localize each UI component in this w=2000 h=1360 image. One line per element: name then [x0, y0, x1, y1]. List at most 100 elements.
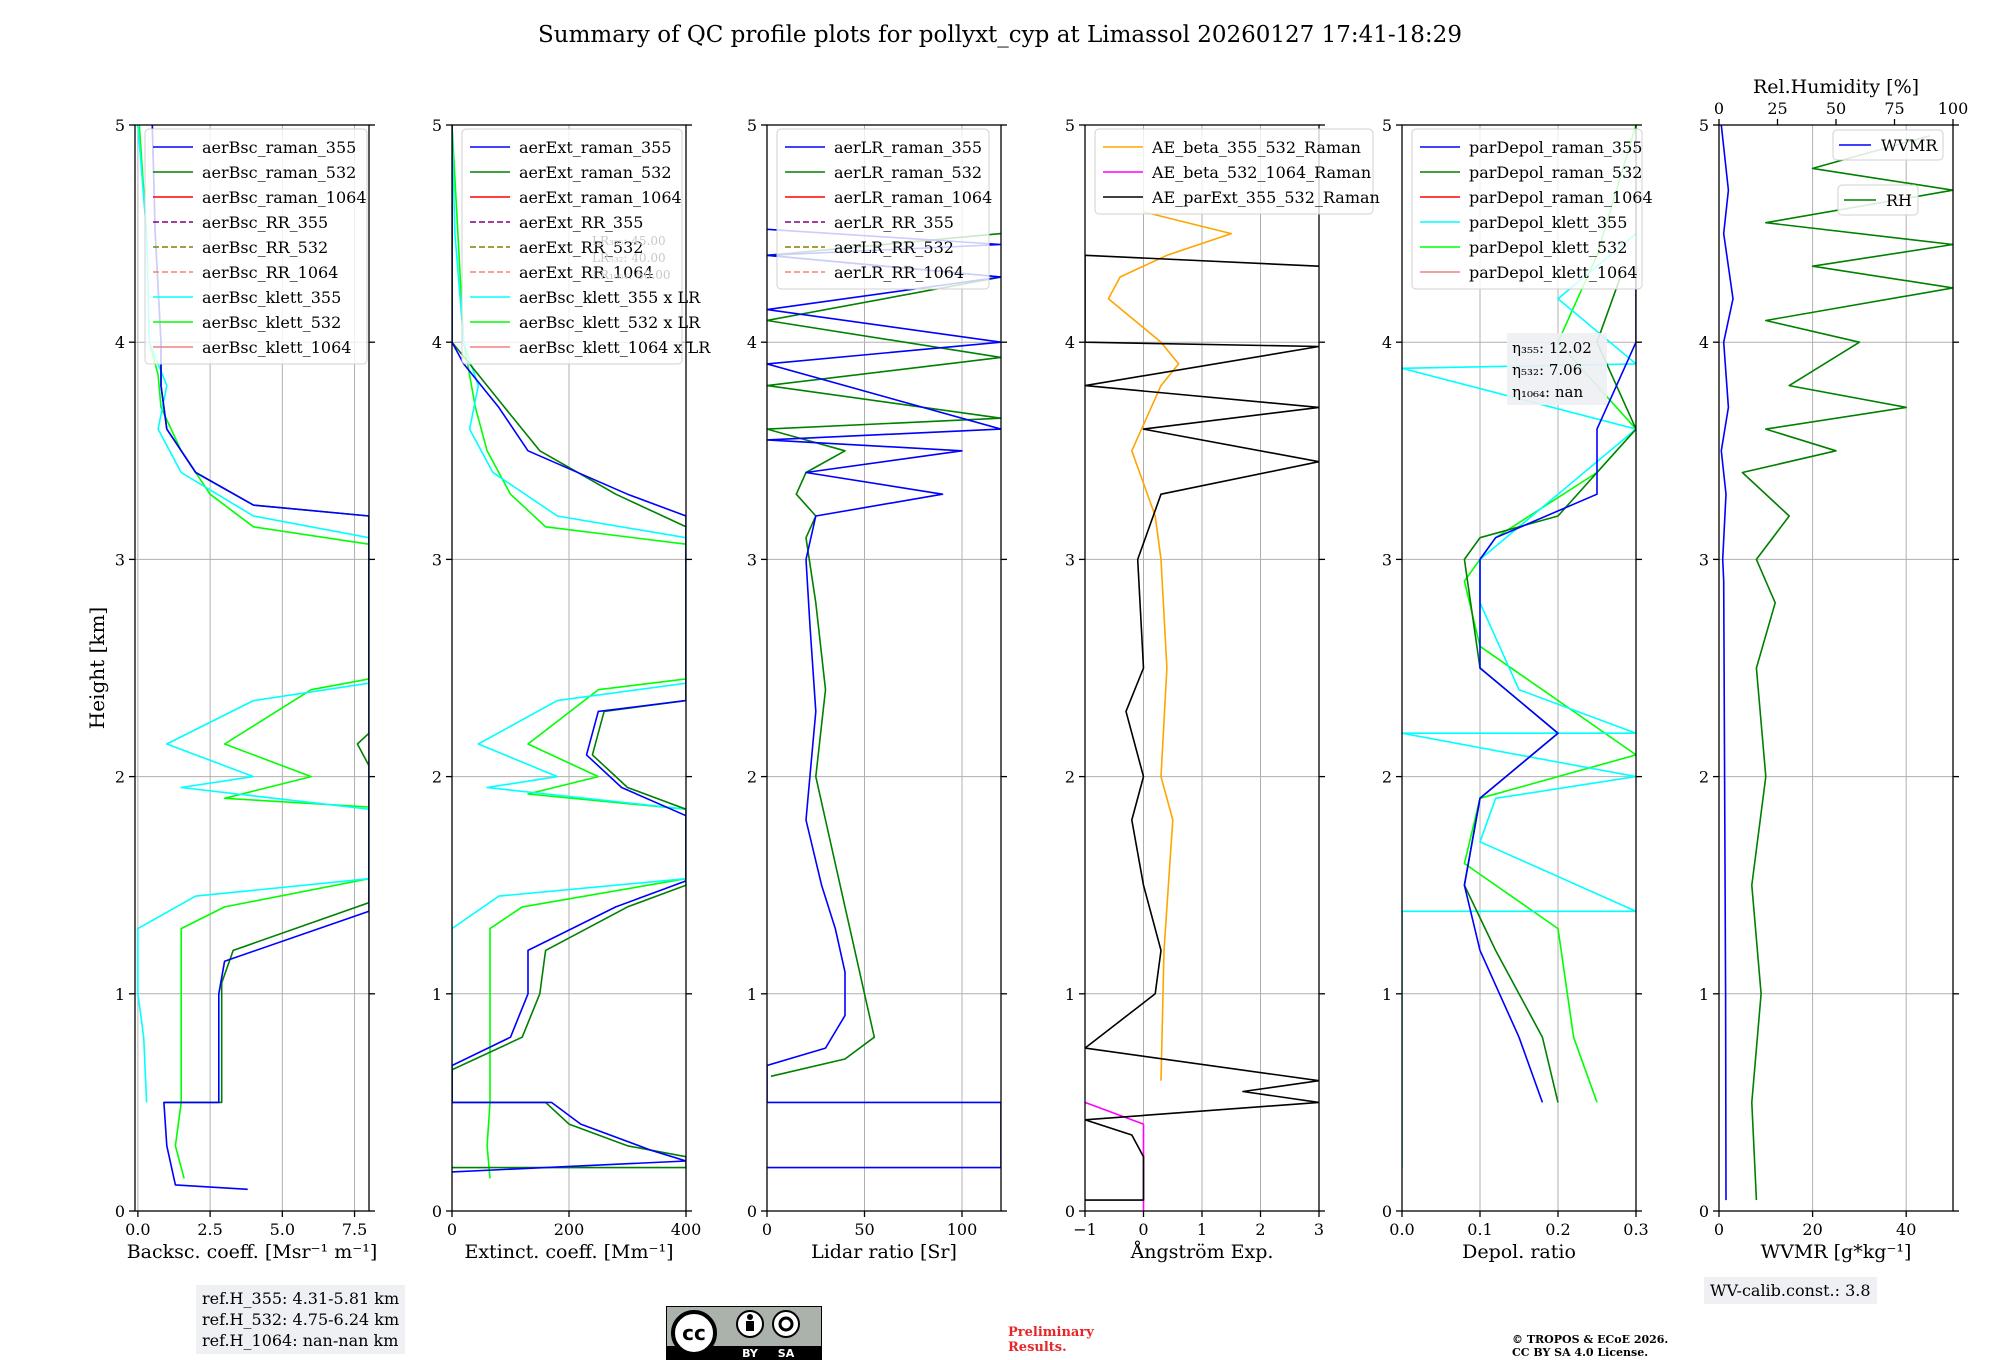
figure-title: Summary of QC profile plots for pollyxt_…: [538, 22, 1462, 48]
y-tick-label: 1: [115, 985, 125, 1004]
series-line-aerBsc_klett_532: [138, 125, 369, 1179]
legend-backscatter: aerBsc_raman_355 aerBsc_raman_532 aerBsc_r…: [144, 128, 368, 365]
axes-frame: [766, 124, 1002, 1212]
series-line-parDepol_raman_532: [1463, 276, 1636, 1103]
cc-license-badge: cc BY SA: [666, 1306, 822, 1360]
series-line-aerExt_raman_355: [452, 125, 686, 1173]
legend-box: [144, 128, 368, 365]
legend-label: aerBsc_klett_1064 x LR: [519, 338, 711, 357]
y-tick-label: 4: [1065, 333, 1075, 352]
y-tick-label: 2: [1065, 768, 1075, 787]
x-tick-label: 1: [1197, 1220, 1207, 1239]
cc-icon: [671, 1310, 717, 1356]
legend-label: aerBsc_RR_355: [202, 213, 328, 232]
legend-label: aerBsc_klett_1064: [202, 338, 351, 357]
x-tick-label: 2.5: [197, 1220, 222, 1239]
legend-label: aerBsc_raman_1064: [202, 188, 367, 207]
axes-frame: [1718, 124, 1954, 1212]
lr-annotation: LR₅₃₂: 40.00: [592, 251, 666, 265]
cc-text: cc: [682, 1321, 706, 1345]
legend-box: [1094, 128, 1374, 215]
legend-label: aerExt_RR_1064: [519, 263, 654, 282]
preliminary-note: Preliminary Results.: [1008, 1325, 1094, 1355]
legend-label: aerLR_RR_532: [834, 238, 954, 257]
eta-annotation: η₃₅₅: 12.02: [1512, 339, 1592, 357]
legend-label: aerLR_raman_532: [834, 163, 982, 182]
y-tick-label: 5: [1065, 116, 1075, 135]
legend-label: aerBsc_klett_532 x LR: [519, 313, 701, 332]
ref-h-532: ref.H_532: 4.75-6.24 km: [202, 1310, 400, 1329]
x-tick-label: 3: [1314, 1220, 1324, 1239]
series-group: [1720, 125, 1953, 1201]
legend-label: aerExt_RR_355: [519, 213, 643, 232]
legend-label: aerExt_raman_1064: [519, 188, 682, 207]
top-x-tick-label: 25: [1767, 99, 1787, 118]
legend-label: aerBsc_klett_355: [202, 288, 341, 307]
x-axis-label: Extinct. coeff. [Mm⁻¹]: [464, 1241, 673, 1263]
x-axis-label: Ångström Exp.: [1130, 1241, 1274, 1263]
y-tick-label: 3: [1699, 550, 1709, 569]
y-tick-label: 4: [1382, 333, 1392, 352]
legend-lidar_ratio: aerLR_raman_355 aerLR_raman_532 aerLR_rama…: [776, 128, 992, 290]
y-tick-label: 0: [1699, 1202, 1709, 1221]
x-tick-label: 0.3: [1623, 1220, 1648, 1239]
legend-label: aerBsc_klett_532: [202, 313, 341, 332]
y-tick-label: 1: [747, 985, 757, 1004]
legend-label: aerExt_raman_532: [519, 163, 672, 182]
x-axis-label: WVMR [g*kg⁻¹]: [1761, 1241, 1912, 1263]
lr-annotation: LR₃₅₅: 45.00: [592, 234, 666, 248]
lr-annotation: LR₁₀₆₄: 50.00: [592, 268, 670, 282]
series-line-WVMR: [1720, 125, 1734, 1201]
x-tick-label: −1: [1073, 1220, 1097, 1239]
y-tick-label: 1: [1065, 985, 1075, 1004]
series-line-aerBsc_klett_355: [137, 125, 369, 1103]
series-line-aerBsc_klett_532 x LR: [452, 125, 686, 1179]
x-tick-label: 7.5: [342, 1220, 367, 1239]
y-tick-label: 5: [1382, 116, 1392, 135]
y-tick-label: 5: [747, 116, 757, 135]
legend-label: AE_beta_532_1064_Raman: [1151, 163, 1371, 182]
panel-extinction: 0 1 2 3 4 5 0 200 400 Extinct. coeff. [Mm⁻¹] aerEx…: [432, 116, 711, 1263]
legend-label: aerLR_RR_355: [834, 213, 954, 232]
legend-label: aerBsc_RR_1064: [202, 263, 338, 282]
eta-annotation: η₁₀₆₄: nan: [1512, 383, 1583, 401]
legend-label: aerLR_RR_1064: [834, 263, 964, 282]
legend-label: aerBsc_RR_532: [202, 238, 328, 257]
y-tick-label: 0: [1382, 1202, 1392, 1221]
x-axis-label: Depol. ratio: [1462, 1241, 1576, 1263]
y-tick-label: 2: [1699, 768, 1709, 787]
legend-label: AE_parExt_355_532_Raman: [1151, 188, 1380, 207]
y-tick-label: 5: [432, 116, 442, 135]
legend-extinction: aerExt_raman_355 aerExt_raman_532 aerExt_r…: [461, 128, 711, 365]
legend-label: parDepol_klett_1064: [1469, 263, 1638, 282]
legend-box: [776, 128, 990, 290]
legend-label: aerExt_RR_532: [519, 238, 643, 257]
top-x-tick-label: 50: [1826, 99, 1846, 118]
y-tick-label: 0: [747, 1202, 757, 1221]
y-axis-label: Height [km]: [85, 607, 109, 729]
legend-label: parDepol_raman_355: [1469, 138, 1642, 157]
series-group: [452, 125, 686, 1179]
wv-calibration-info: WV-calib.const.: 3.8: [1704, 1277, 1877, 1304]
svg-text:SA: SA: [778, 1347, 795, 1360]
legend-label: RH: [1886, 191, 1912, 210]
x-tick-label: 2: [1255, 1220, 1265, 1239]
legend-angstrom: AE_beta_355_532_Raman AE_beta_532_1064_Ra…: [1094, 128, 1380, 215]
y-tick-label: 2: [432, 768, 442, 787]
axes-frame: [134, 124, 370, 1212]
axes-frame: [1401, 124, 1637, 1212]
y-tick-label: 1: [1699, 985, 1709, 1004]
series-group: [1085, 211, 1319, 1211]
y-tick-label: 5: [1699, 116, 1709, 135]
series-line-aerExt_raman_532: [452, 125, 686, 1169]
x-tick-label: 50: [854, 1220, 874, 1239]
legend-label: aerBsc_raman_532: [202, 163, 356, 182]
y-tick-label: 2: [1382, 768, 1392, 787]
panel-backscatter: 0 1 2 3 4 5 0.0 2.5 5.0 7.5 Backsc. coeff. [Msr⁻¹ …: [115, 116, 377, 1263]
reference-height-info: ref.H_355: 4.31-5.81 km ref.H_532: 4.75-…: [196, 1285, 406, 1354]
y-tick-label: 5: [115, 116, 125, 135]
copyright-note: © TROPOS & ECoE 2026. CC BY SA 4.0 Licens…: [1512, 1333, 1669, 1359]
ref-h-1064: ref.H_1064: nan-nan km: [202, 1331, 399, 1350]
series-line-aerLR_raman_355: [767, 228, 1001, 1169]
